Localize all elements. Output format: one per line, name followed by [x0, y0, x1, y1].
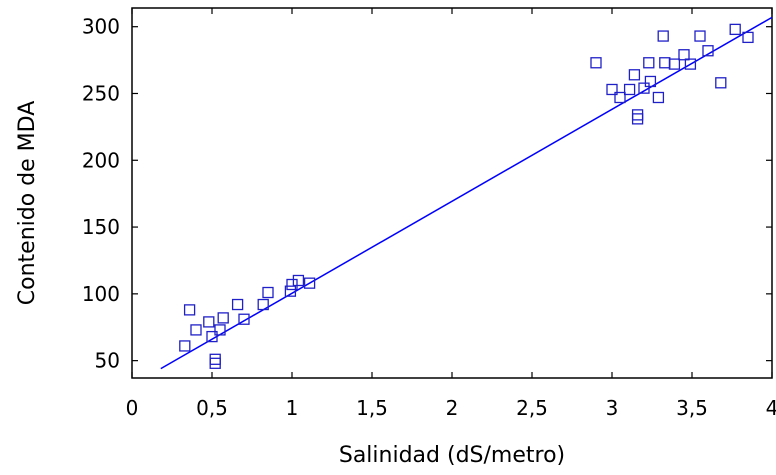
data-point: [206, 330, 218, 343]
y-tick-label: 50: [95, 349, 120, 373]
data-point: [183, 304, 196, 316]
data-point: [284, 285, 297, 297]
data-point: [643, 57, 655, 69]
x-tick-label: 2: [446, 396, 459, 420]
data-point: [231, 298, 244, 311]
data-point: [286, 278, 298, 291]
regression-line: [160, 16, 773, 370]
data-point: [179, 340, 191, 352]
data-point: [238, 313, 250, 325]
data-point: [257, 298, 269, 311]
data-point: [729, 23, 741, 36]
x-tick-label: 1: [286, 396, 299, 420]
data-point: [678, 49, 690, 61]
data-point: [214, 324, 226, 336]
data-point: [631, 113, 644, 125]
data-point: [623, 83, 636, 96]
data-point: [628, 69, 641, 81]
data-point: [209, 357, 221, 369]
x-tick-label: 0: [126, 396, 139, 420]
data-point: [659, 57, 671, 69]
y-axis-title: Contenido de MDA: [15, 101, 40, 305]
data-point: [652, 91, 665, 104]
x-tick-label: 3,5: [676, 396, 708, 420]
data-point: [657, 30, 669, 42]
data-point: [742, 31, 754, 44]
data-point: [668, 58, 681, 70]
data-point: [217, 312, 229, 324]
y-tick-label: 100: [82, 282, 120, 306]
x-tick-label: 1,5: [356, 396, 388, 420]
data-point: [702, 45, 714, 57]
data-point: [631, 109, 644, 121]
data-point: [715, 77, 727, 89]
y-tick-label: 300: [82, 15, 120, 39]
data-point: [209, 353, 221, 365]
y-tick-label: 150: [82, 215, 120, 239]
data-point: [190, 324, 202, 336]
data-point: [590, 57, 602, 69]
data-point: [292, 274, 305, 287]
data-point: [638, 82, 650, 94]
x-tick-label: 0,5: [196, 396, 228, 420]
y-tick-label: 200: [82, 148, 120, 172]
data-point: [614, 91, 626, 104]
data-point: [303, 277, 316, 289]
data-point: [694, 30, 706, 42]
data-point: [203, 316, 215, 328]
y-tick-label: 250: [82, 81, 120, 105]
data-point: [606, 83, 618, 96]
data-point: [684, 58, 697, 70]
x-tick-label: 2,5: [516, 396, 548, 420]
x-tick-label: 4: [766, 396, 776, 420]
data-point: [644, 75, 657, 88]
x-tick-label: 3: [606, 396, 619, 420]
data-point: [262, 286, 274, 299]
x-axis-title: Salinidad (dS/metro): [339, 443, 565, 468]
